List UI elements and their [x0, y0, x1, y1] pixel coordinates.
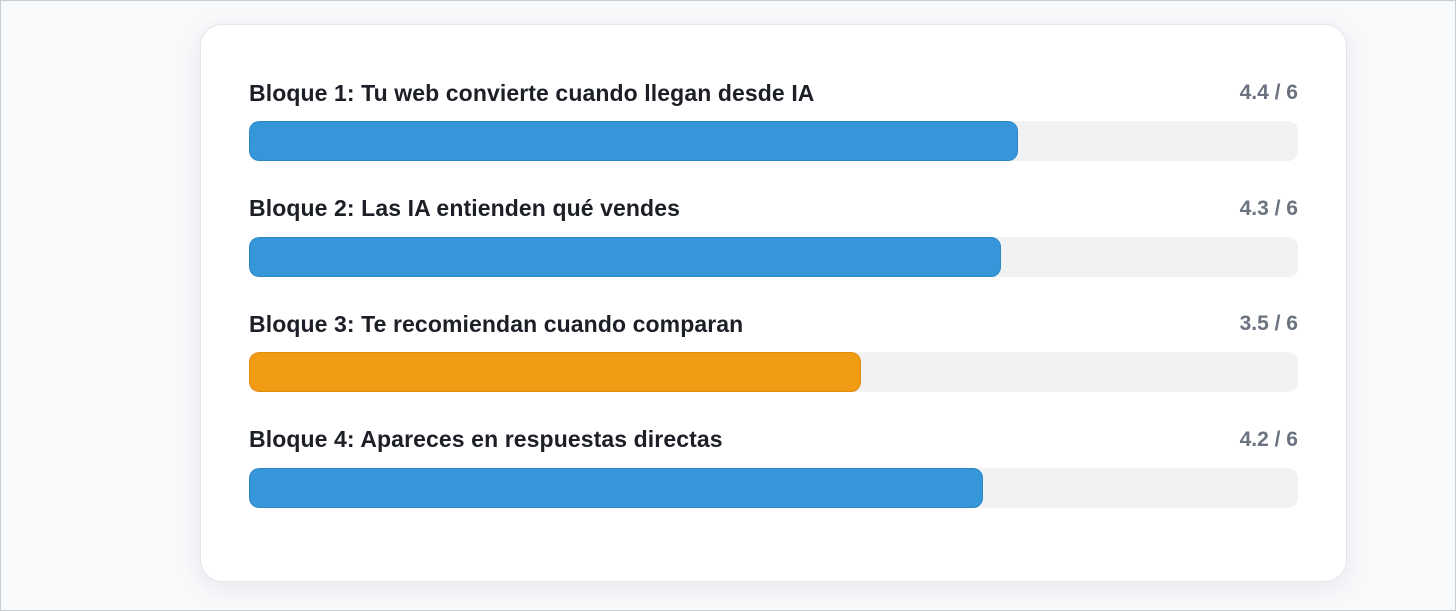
block-score: 4.3 / 6 — [1239, 196, 1298, 220]
score-card: Bloque 1: Tu web convierte cuando llegan… — [200, 24, 1347, 582]
block-score: 3.5 / 6 — [1239, 312, 1298, 335]
score-block-4: Bloque 4: Apareces en respuestas directa… — [249, 426, 1298, 542]
block-title: Bloque 2: Las IA entienden qué vendes — [249, 195, 680, 221]
block-header: Bloque 2: Las IA entienden qué vendes 4.… — [249, 195, 1298, 223]
progress-fill — [249, 467, 984, 508]
score-block-1: Bloque 1: Tu web convierte cuando llegan… — [249, 79, 1298, 195]
block-title: Bloque 1: Tu web convierte cuando llegan… — [249, 79, 815, 106]
progress-track — [249, 352, 1298, 392]
block-header: Bloque 4: Apareces en respuestas directa… — [249, 426, 1298, 454]
block-title: Bloque 3: Te recomiendan cuando comparan — [249, 310, 744, 337]
block-title: Bloque 4: Apareces en respuestas directa… — [249, 426, 723, 452]
block-score: 4.4 / 6 — [1239, 81, 1298, 104]
progress-track — [249, 121, 1298, 161]
progress-fill — [249, 121, 1019, 161]
block-header: Bloque 1: Tu web convierte cuando llegan… — [249, 79, 1298, 107]
progress-track — [249, 467, 1298, 508]
progress-track — [249, 236, 1298, 277]
progress-fill — [249, 236, 1001, 277]
progress-fill — [249, 352, 861, 392]
score-block-2: Bloque 2: Las IA entienden qué vendes 4.… — [249, 195, 1298, 311]
block-header: Bloque 3: Te recomiendan cuando comparan… — [249, 310, 1298, 338]
block-score: 4.2 / 6 — [1239, 427, 1298, 451]
score-block-3: Bloque 3: Te recomiendan cuando comparan… — [249, 310, 1298, 426]
